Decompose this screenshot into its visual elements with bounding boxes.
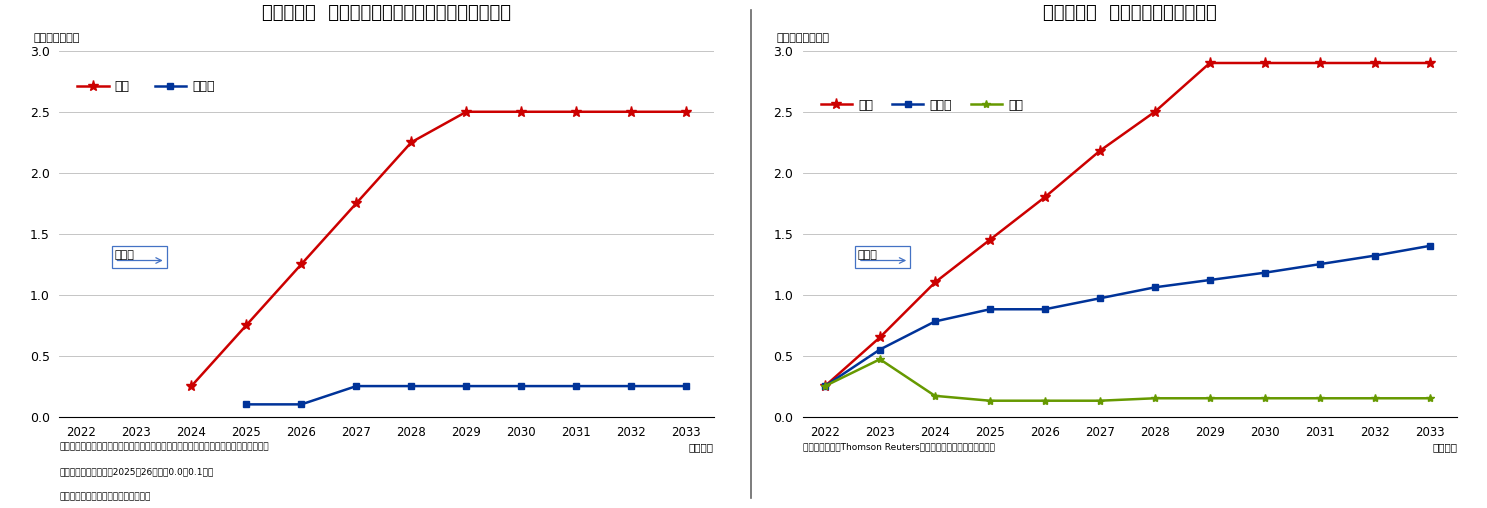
Bar — [855, 246, 910, 268]
Text: 見通し: 見通し — [114, 249, 134, 260]
Text: （年度）: （年度） — [688, 442, 714, 452]
Text: （資料）実績はThomson Reuters、見通しはニッセイ基礎研究所: （資料）実績はThomson Reuters、見通しはニッセイ基礎研究所 — [803, 442, 995, 451]
Text: シナリオ別  無担保コールレート誘導目標の見通し: シナリオ別 無担保コールレート誘導目標の見通し — [262, 4, 512, 21]
Text: （年度平均・％）: （年度平均・％） — [776, 34, 830, 44]
Text: （注）悲観シナリオではコールレート誘導目標の復活を見込んでいないため、非表示。: （注）悲観シナリオではコールレート誘導目標の復活を見込んでいないため、非表示。 — [59, 442, 269, 451]
Text: シナリオ別  日本長期金利の見通し: シナリオ別 日本長期金利の見通し — [1044, 4, 1216, 21]
Text: （資料）ニッセイ基礎研究所の見通し: （資料）ニッセイ基礎研究所の見通し — [59, 493, 150, 502]
Text: 見通し: 見通し — [858, 249, 877, 260]
Text: （年度）: （年度） — [1432, 442, 1457, 452]
Text: （年度末・％）: （年度末・％） — [33, 34, 80, 44]
Legend: 楽観, メイン, 悲観: 楽観, メイン, 悲観 — [816, 93, 1029, 117]
Legend: 楽観, メイン: 楽観, メイン — [73, 75, 220, 99]
Text: メインシナリオの2025・26年度は0.0～0.1％。: メインシナリオの2025・26年度は0.0～0.1％。 — [59, 467, 214, 477]
Bar — [112, 246, 167, 268]
